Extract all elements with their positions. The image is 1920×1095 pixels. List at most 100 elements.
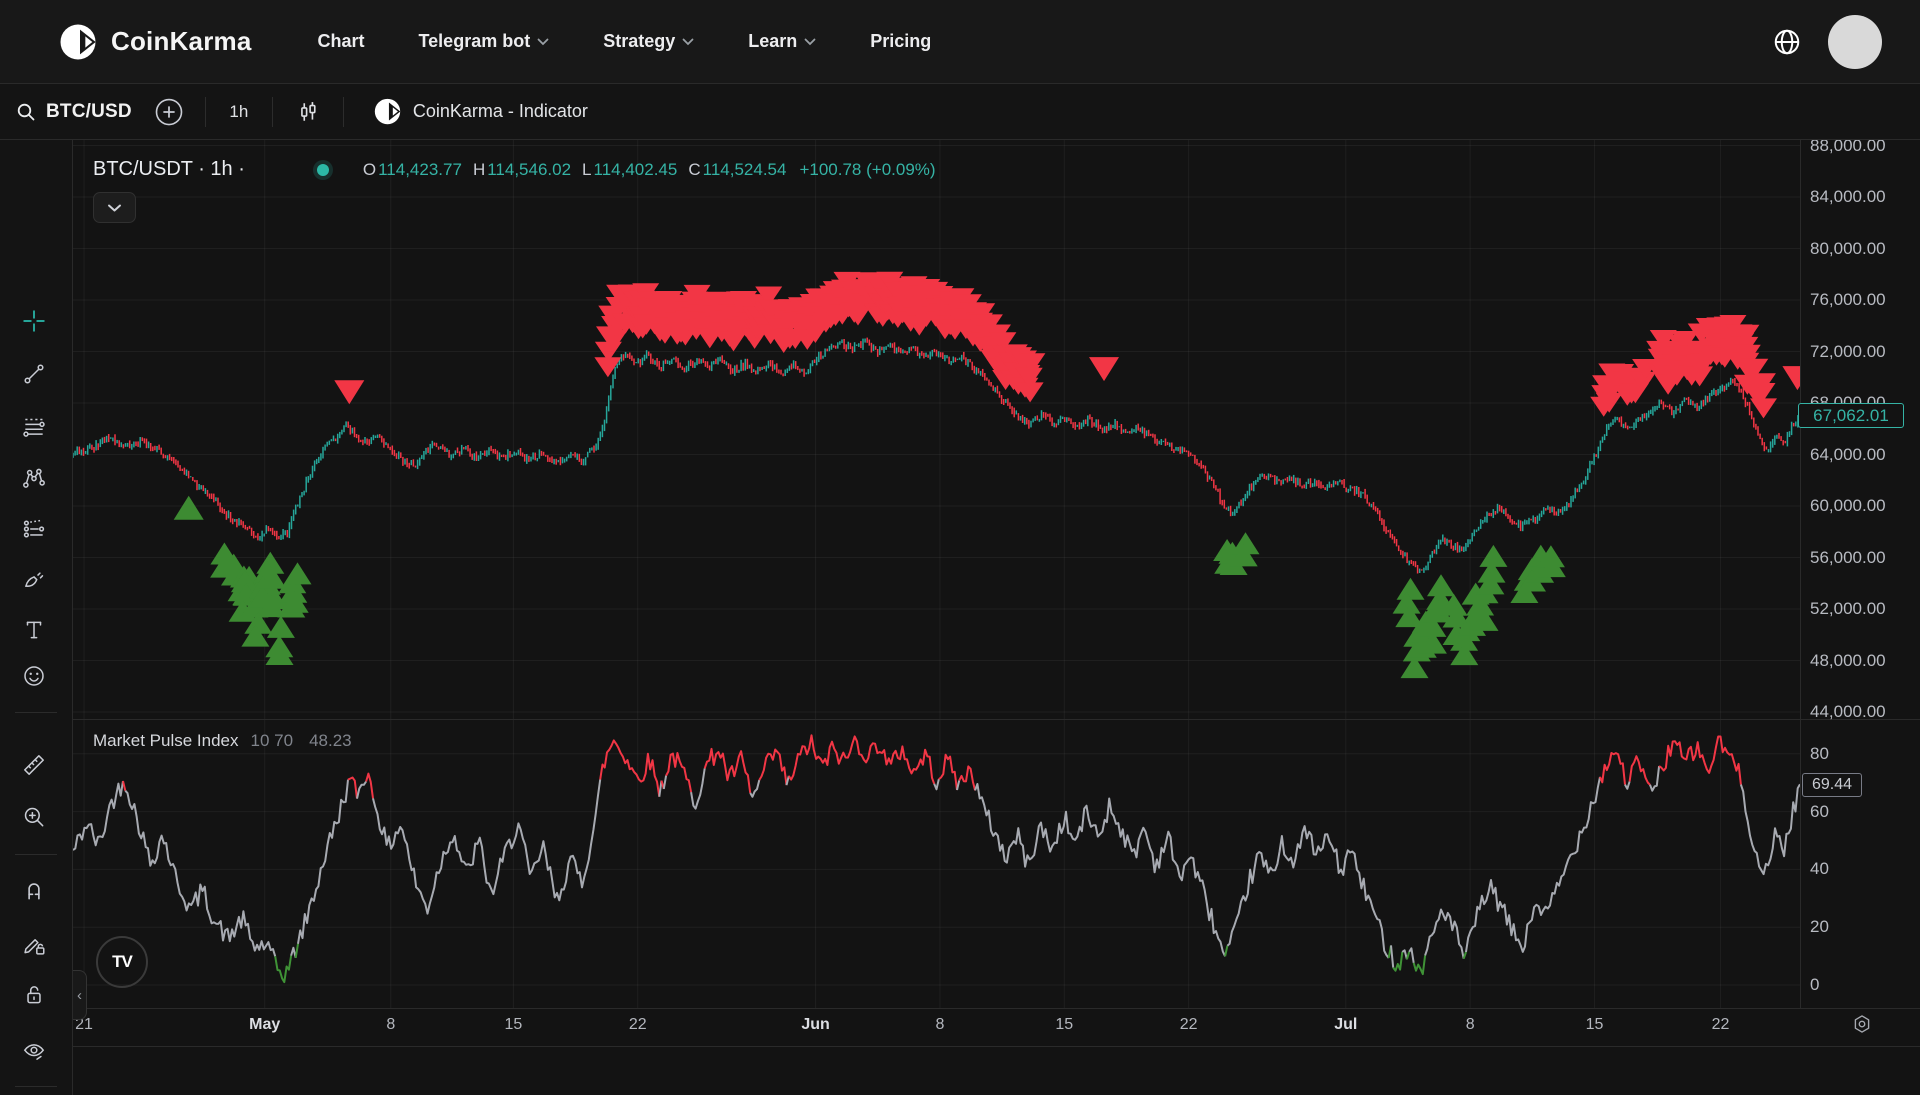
coinkarma-logo-icon	[373, 97, 402, 126]
chevron-down-icon	[537, 38, 549, 46]
brush-icon	[21, 565, 47, 591]
navbar-right	[1772, 15, 1882, 69]
chart-plot-area[interactable]	[73, 139, 1800, 1008]
toolbar-divider	[15, 1086, 57, 1087]
tool-brush[interactable]	[12, 556, 56, 600]
tool-emoji[interactable]	[12, 654, 56, 698]
tool-hide-drawings[interactable]	[12, 1030, 56, 1074]
price-axis-label: 84,000.00	[1810, 187, 1886, 207]
xabcd-pattern-icon	[21, 465, 47, 491]
toolbar-divider	[15, 712, 57, 713]
hide-drawings-icon	[21, 1039, 47, 1065]
trend-line-icon	[21, 361, 47, 387]
nav-item-learn[interactable]: Learn	[748, 31, 816, 52]
chart-toolbar: BTC/USD 1h CoinKarma - Indicator	[0, 84, 1920, 140]
market-status-dot-icon	[317, 164, 329, 176]
coinkarma-logo-icon	[58, 22, 98, 62]
lock-all-icon	[21, 982, 47, 1008]
nav-menu: Chart Telegram bot Strategy Learn Pricin…	[318, 31, 932, 52]
tool-lock-all[interactable]	[12, 973, 56, 1017]
time-axis-label: 15	[1586, 1016, 1604, 1034]
coinkarma-app: CoinKarma Chart Telegram bot Strategy Le…	[0, 0, 1920, 1095]
time-axis-label: Jun	[801, 1016, 829, 1034]
time-axis-label: Jul	[1334, 1016, 1357, 1034]
interval-button[interactable]: 1h	[206, 102, 272, 122]
legend-collapse-button[interactable]	[93, 192, 136, 223]
tool-text[interactable]	[12, 608, 56, 652]
price-axis-label: 52,000.00	[1810, 599, 1886, 619]
indicator-params: 10 70	[251, 731, 294, 751]
chevron-down-icon	[107, 203, 122, 213]
nav-item-strategy[interactable]: Strategy	[603, 31, 694, 52]
candlestick-icon	[294, 98, 322, 126]
time-axis-label: 8	[386, 1016, 395, 1034]
price-axis-label: 64,000.00	[1810, 445, 1886, 465]
time-axis-label: 15	[1055, 1016, 1073, 1034]
indicator-menu-button[interactable]: CoinKarma - Indicator	[373, 97, 588, 126]
chevron-down-icon	[804, 38, 816, 46]
nav-item-pricing[interactable]: Pricing	[870, 31, 931, 52]
symbol-search-value: BTC/USD	[46, 101, 132, 123]
compare-add-symbol-button[interactable]	[154, 97, 184, 127]
toolbar-divider	[343, 97, 344, 127]
brand[interactable]: CoinKarma	[58, 22, 252, 62]
zoom-in-icon	[21, 804, 47, 830]
magnet-icon	[21, 877, 47, 903]
time-scale-settings-gear-icon[interactable]	[1850, 1012, 1874, 1036]
ruler-icon	[21, 752, 47, 778]
tool-zoom-in[interactable]	[12, 795, 56, 839]
change-value: +100.78 (+0.09%)	[799, 160, 935, 180]
indicator-axis-label: 40	[1810, 859, 1829, 879]
last-price-label: 67,062.01	[1798, 403, 1904, 428]
top-navbar: CoinKarma Chart Telegram bot Strategy Le…	[0, 0, 1920, 84]
pane-separator[interactable]	[72, 719, 1920, 720]
fib-retracement-icon	[21, 413, 47, 439]
sidebar-collapse-handle[interactable]: ‹	[73, 970, 87, 1020]
price-axis-label: 72,000.00	[1810, 342, 1886, 362]
symbol-legend-title[interactable]: BTC/USDT · 1h ·	[93, 158, 245, 181]
symbol-search[interactable]: BTC/USD	[14, 100, 132, 124]
tool-crosshair[interactable]	[12, 299, 56, 343]
tradingview-logo-icon[interactable]: TV	[96, 936, 148, 988]
time-axis-label: May	[249, 1016, 280, 1034]
drawing-lock-icon	[21, 932, 47, 958]
indicator-menu-label: CoinKarma - Indicator	[413, 101, 588, 122]
time-scale[interactable]	[73, 1008, 1920, 1047]
tool-ruler[interactable]	[12, 743, 56, 787]
forecast-icon	[21, 516, 47, 542]
brand-name: CoinKarma	[111, 26, 252, 57]
crosshair-icon	[21, 308, 47, 334]
plus-circle-icon	[154, 97, 184, 127]
tool-drawing-lock[interactable]	[12, 923, 56, 967]
tool-forecast[interactable]	[12, 507, 56, 551]
tool-trend-line[interactable]	[12, 352, 56, 396]
language-globe-icon[interactable]	[1772, 27, 1802, 57]
price-axis-label: 48,000.00	[1810, 651, 1886, 671]
price-axis-label: 60,000.00	[1810, 496, 1886, 516]
time-axis-label: 8	[1466, 1016, 1475, 1034]
time-axis-label: 22	[1180, 1016, 1198, 1034]
price-axis-label: 80,000.00	[1810, 239, 1886, 259]
indicator-axis-label: 20	[1810, 917, 1829, 937]
tool-fib-retracement[interactable]	[12, 404, 56, 448]
indicator-axis-label: 80	[1810, 744, 1829, 764]
tool-magnet[interactable]	[12, 868, 56, 912]
text-icon	[21, 617, 47, 643]
search-icon	[14, 100, 38, 124]
time-axis-label: 8	[936, 1016, 945, 1034]
nav-item-telegram-bot[interactable]: Telegram bot	[419, 31, 550, 52]
open-value: 114,423.77	[378, 160, 462, 180]
indicator-axis-label: 0	[1810, 975, 1819, 995]
price-axis-label: 76,000.00	[1810, 290, 1886, 310]
nav-item-chart[interactable]: Chart	[318, 31, 365, 52]
ohlc-values: O114,423.77 H114,546.02 L114,402.45 C114…	[363, 160, 936, 180]
user-avatar[interactable]	[1828, 15, 1882, 69]
price-axis-label: 44,000.00	[1810, 702, 1886, 722]
time-axis-label: 22	[629, 1016, 647, 1034]
close-value: 114,524.54	[703, 160, 787, 180]
emoji-icon	[21, 663, 47, 689]
indicator-name[interactable]: Market Pulse Index	[93, 731, 239, 751]
chart-style-button[interactable]	[273, 98, 343, 126]
indicator-current-value: 48.23	[309, 731, 352, 751]
tool-xabcd-pattern[interactable]	[12, 456, 56, 500]
